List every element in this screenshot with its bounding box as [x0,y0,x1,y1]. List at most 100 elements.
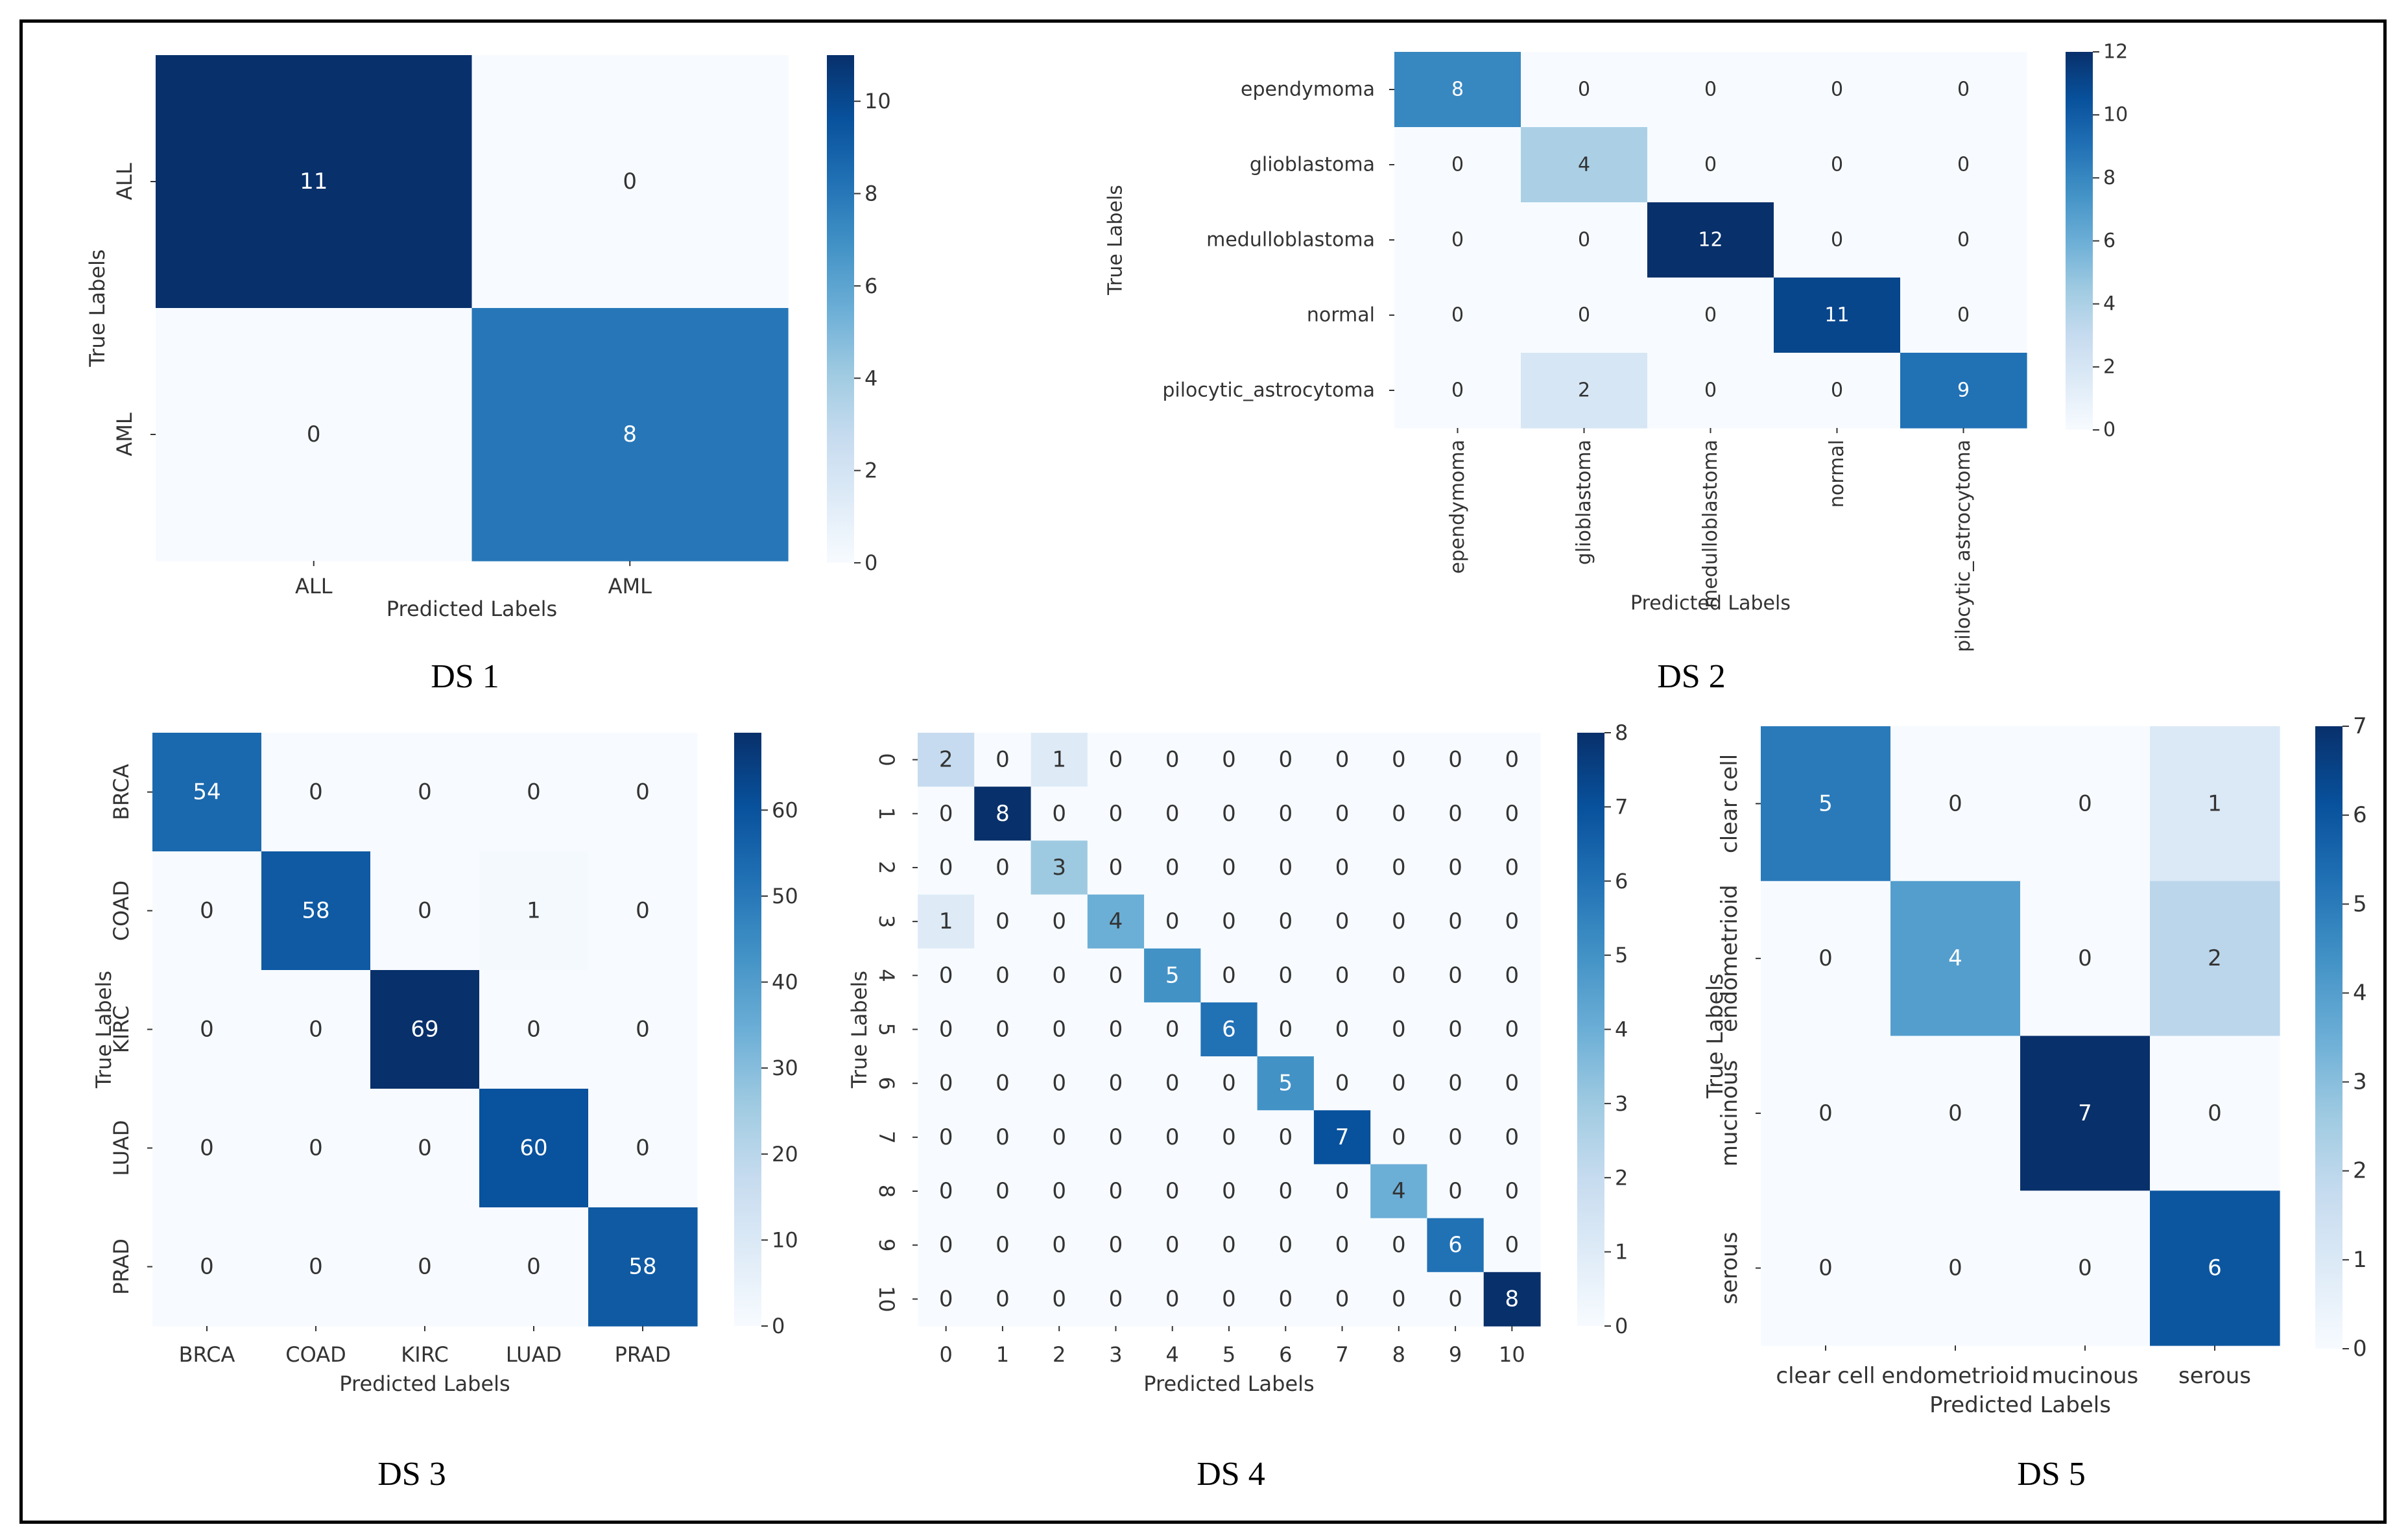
cell-value-label: 0 [309,1135,323,1161]
cell-value-label: 0 [1109,1178,1123,1204]
cell-value-label: 0 [636,898,650,924]
cell-value-label: 0 [1335,1232,1350,1258]
heatmap-cell [1370,1002,1428,1057]
heatmap-cell [588,733,698,852]
heatmap-cell [1144,1164,1201,1219]
colorbar-tick-label: 6 [2103,230,2116,252]
ds5-x-ticks: clear cell endometrioid mucinous serous [1776,1345,2251,1389]
y-tick-label: 0 [874,753,899,766]
heatmap-cell [1257,787,1315,841]
heatmap-cell [1257,1272,1315,1327]
heatmap-cell [261,1207,371,1327]
heatmap-cell [974,1218,1032,1273]
cell-value-label: 0 [1052,1286,1066,1312]
cell-value-label: 0 [309,779,323,805]
heatmap-cell [1144,1110,1201,1165]
heatmap-cell [1144,733,1201,787]
cell-value-label: 0 [418,779,432,805]
heatmap-cell [1200,787,1258,841]
cell-value-label: 0 [1052,1071,1066,1096]
heatmap-cell [1900,52,2027,128]
cell-value-label: 0 [1578,78,1590,101]
x-tick-label: AML [608,574,652,598]
colorbar-tick-label: 1 [2353,1247,2367,1273]
heatmap-cell [1200,1110,1258,1165]
cell-value-label: 0 [939,1286,953,1312]
heatmap-cell [1774,127,1901,203]
cell-value-label: 0 [1278,1017,1293,1043]
heatmap-cell [370,851,480,971]
y-tick-label: 5 [874,1023,899,1036]
heatmap-cell [1144,894,1201,949]
heatmap-cell [479,851,589,971]
heatmap-cell [1031,787,1088,841]
cell-value-label: 0 [995,962,1010,988]
cell-value-label: 0 [1222,747,1236,773]
cell-value-label: 0 [1335,1017,1350,1043]
heatmap-cell [1483,894,1541,949]
heatmap-cell [1313,1056,1371,1111]
heatmap-cell [1521,202,1648,278]
heatmap-cell [1647,202,1774,278]
y-tick-label: 3 [874,915,899,928]
heatmap-cell [1483,948,1541,1003]
cell-value-label: 0 [1165,1017,1180,1043]
cell-value-label: 0 [1335,1178,1350,1204]
heatmap-cell [1313,1218,1371,1273]
y-tick-label: 4 [874,969,899,982]
cell-value-label: 5 [1278,1071,1293,1096]
heatmap-cell [1394,52,1521,128]
heatmap-cell [1313,1110,1371,1165]
cell-value-label: 0 [1505,1017,1520,1043]
heatmap-cell [1087,1056,1145,1111]
heatmap-cell [1370,1164,1428,1219]
cell-value-label: 11 [1824,304,1849,327]
heatmap-cell [479,1089,589,1208]
cell-value-label: 0 [636,779,650,805]
x-axis-label: Predicted Labels [387,597,557,621]
heatmap-cell [588,851,698,971]
heatmap-cell [1394,127,1521,203]
colorbar-tick-label: 0 [864,551,877,575]
heatmap-cell [1313,894,1371,949]
cell-value-label: 0 [1704,379,1717,402]
cell-value-label: 2 [939,747,953,773]
heatmap-cell [1394,353,1521,429]
heatmap-cell [1427,1218,1484,1273]
cell-value-label: 0 [636,1135,650,1161]
ds4-y-ticks: 0 1 2 3 4 5 6 7 8 9 10 [874,753,918,1312]
heatmap-cell [1370,733,1428,787]
cell-value-label: 0 [1165,1178,1180,1204]
heatmap-cell [1521,52,1648,128]
ds2-colorbar: 0 2 4 6 8 10 12 [2066,41,2128,442]
x-tick-label: glioblastoma [1573,440,1595,565]
cell-value-label: 0 [1052,1124,1066,1150]
heatmap-cell [152,733,262,852]
heatmap-cell [918,1272,975,1327]
y-tick-label: normal [1307,304,1375,327]
colorbar-tick-label: 1 [1615,1240,1628,1264]
colorbar-scale [827,55,854,563]
cell-value-label: 0 [1505,855,1520,881]
colorbar-tick-label: 8 [864,182,877,206]
heatmap-cell [588,1089,698,1208]
cell-value-label: 0 [1165,801,1180,827]
cell-value-label: 8 [995,801,1010,827]
cell-value-label: 4 [1948,945,1962,971]
heatmap-cell [918,1110,975,1165]
cell-value-label: 0 [1222,1071,1236,1096]
cell-value-label: 0 [1505,908,1520,934]
cell-value-label: 0 [1278,855,1293,881]
heatmap-cell [1427,1056,1484,1111]
heatmap-cell [1427,1272,1484,1327]
heatmap-cell [1761,881,1891,1037]
x-tick-label: 7 [1335,1342,1348,1367]
cell-value-label: 4 [1392,1178,1406,1204]
heatmap-cell [1483,787,1541,841]
cell-value-label: 0 [1818,1100,1833,1126]
heatmap-cell [1087,1218,1145,1273]
heatmap-cell [1087,840,1145,895]
heatmap-cell [1313,1002,1371,1057]
heatmap-cell [974,733,1032,787]
